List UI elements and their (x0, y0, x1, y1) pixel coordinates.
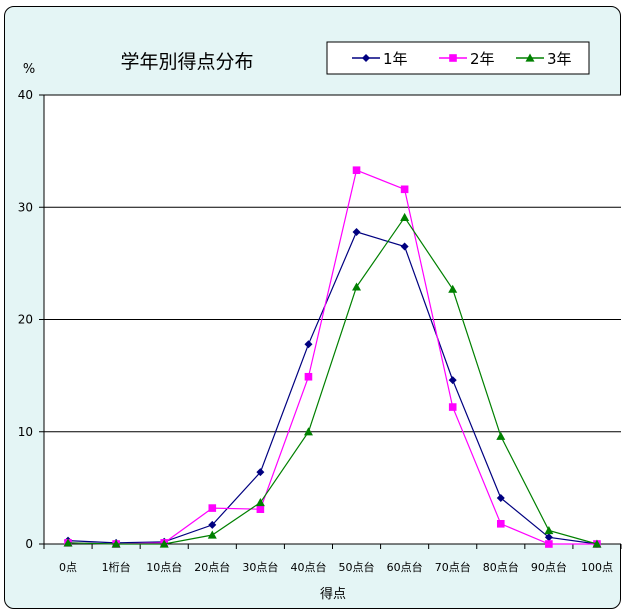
data-point (63, 538, 73, 547)
y-tick-label: 30 (18, 200, 33, 214)
y-axis-label: % (23, 62, 35, 77)
data-point (496, 493, 505, 502)
data-point (448, 284, 458, 293)
data-point (496, 431, 506, 440)
data-point (303, 427, 313, 436)
data-point (352, 282, 362, 291)
data-point (400, 212, 410, 221)
data-point (400, 185, 409, 194)
data-point (544, 526, 554, 535)
data-point (208, 504, 217, 512)
x-tick-label: 50点台 (339, 560, 375, 574)
data-point (400, 242, 409, 251)
x-axis-label: 得点 (320, 586, 346, 602)
legend-label: 3年 (547, 50, 572, 68)
x-tick-label: 30点台 (242, 560, 278, 574)
series-line-1 (67, 231, 598, 545)
data-point (352, 227, 361, 236)
data-point (207, 530, 217, 539)
data-point (545, 540, 553, 548)
x-tick-label: 20点台 (194, 560, 230, 574)
data-point (304, 340, 313, 349)
legend-label: 2年 (470, 50, 495, 68)
y-tick-label: 40 (18, 88, 33, 102)
data-point (255, 497, 265, 507)
data-point (208, 520, 217, 529)
series-line-3 (67, 216, 598, 545)
data-point (256, 468, 265, 477)
y-tick-label: 10 (18, 425, 33, 439)
data-point (448, 403, 457, 411)
data-point (256, 505, 265, 514)
series-line-2 (67, 169, 597, 545)
legend-label: 1年 (383, 50, 408, 68)
x-tick-label: 70点台 (435, 560, 471, 574)
data-point (304, 372, 313, 381)
legend: 1年 2年 3年 (326, 41, 590, 75)
data-point (159, 539, 169, 548)
x-tick-label: 60点台 (387, 560, 423, 574)
x-tick-label: 90点台 (531, 560, 567, 574)
x-tick-label: 0点 (59, 561, 77, 574)
x-tick-label: 80点台 (483, 560, 519, 574)
data-point (111, 539, 121, 548)
data-point (592, 539, 602, 548)
chart-title: 学年別得点分布 (120, 51, 253, 73)
legend-marker (362, 54, 370, 62)
x-tick-label: 100点 (581, 561, 613, 574)
x-tick-label: 40点台 (290, 560, 326, 574)
data-point (448, 376, 457, 385)
data-point (496, 519, 505, 528)
x-tick-label: 1桁台 (102, 560, 131, 574)
data-point (544, 533, 553, 542)
plot-area: 0 10 20 30 40 0点 1桁台 10点台 20点台 30点台 40点台 50点台 60点台 70… (18, 88, 622, 574)
legend-marker (449, 54, 457, 62)
x-tick-label: 10点台 (146, 560, 182, 574)
y-tick-label: 0 (25, 537, 33, 551)
y-tick-label: 20 (18, 313, 33, 327)
legend-marker (525, 53, 535, 62)
data-point (352, 166, 361, 175)
